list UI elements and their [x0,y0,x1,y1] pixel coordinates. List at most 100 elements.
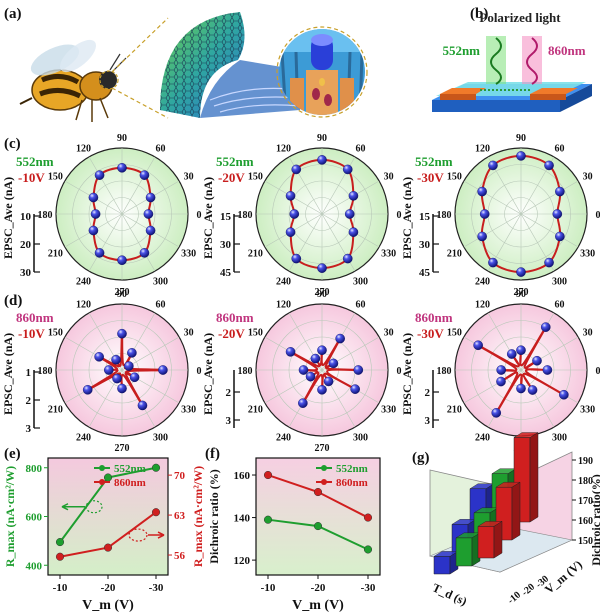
polar-angle-label: 90 [516,133,526,144]
polar-voltage-label: -30V [417,170,444,185]
polar-data-point [544,160,554,171]
polar-angle-label: 60 [156,299,166,310]
bar-front [455,537,473,567]
z-tick-label: 190 [578,456,593,467]
zoom-lines [111,17,169,119]
polar-data-point [117,328,127,339]
bar-top [477,521,503,527]
polar-data-point [540,322,551,332]
polar-plot-552nm-30V: 9060300330300270240210180150120153045EPS… [400,133,600,298]
polar-plot-552nm-10V: 9060300330300270240210180150120102030EPS… [1,133,202,298]
legend-label: 552nm [336,463,368,475]
polar-angle-label: 300 [552,433,567,444]
panel-b-label: (b) [470,6,488,22]
series-point [313,487,323,497]
polar-angle-label: 0 [397,210,402,221]
polar-data-point [353,365,364,375]
polar-data-point [145,225,156,236]
polar-angle-label: 240 [76,277,91,288]
polar-data-point [305,371,316,382]
polar-data-point [477,231,487,242]
polar-angle-label: 150 [48,328,63,339]
polar-data-point [291,164,302,175]
polar-scale-tick-label: 3 [26,423,32,435]
x-tick-label: -10 [53,582,68,594]
ommatidium-zoom-circle [276,26,368,118]
polar-data-point [117,383,127,394]
polar-angle-label: 150 [447,172,462,183]
polar-angle-label: 30 [384,172,394,183]
polar-data-point [104,365,114,375]
polar-angle-label: 120 [475,143,490,154]
x-tick-label: -30 [149,582,164,594]
bar-top [513,432,539,438]
polar-data-point [335,333,345,344]
polar-plot-552nm-20V: 9060300330300270240210180150120153045EPS… [201,133,402,298]
polar-scale-tick-label: 2 [226,387,232,399]
polar-scale-tick-label: 2 [26,395,32,407]
polar-data-point [139,248,150,258]
legend-marker [99,465,105,471]
polar-data-point [342,164,353,175]
polar-angle-label: 0 [197,210,202,221]
polar-ylabel: EPSC_Ave (nA) [1,333,15,415]
polar-spoke [64,180,180,248]
polar-angle-label: 180 [238,210,253,221]
polar-data-point [532,355,542,366]
polar-angle-label: 240 [276,433,291,444]
polar-wavelength-label: 552nm [16,154,54,169]
series-point [55,552,65,561]
polar-angle-label: 330 [181,405,196,416]
polar-data-point [516,151,526,161]
bar-side [511,481,521,541]
polar-angle-label: 120 [276,143,291,154]
polar-plot-860nm-10V: 9060300330300270240210180150120123EPSC_A… [1,289,202,454]
polar-scale-tick-label: 30 [220,239,232,251]
y-tick-label: 160 [234,470,251,482]
polar-angle-label: 240 [276,277,291,288]
polar-angle-label: 240 [475,433,490,444]
polar-ylabel: EPSC_Ave (nA) [1,177,15,259]
rmax-chart: -10 -20 -30 V_m (V) 400 600 800 56 63 70 R_max (nA… [3,457,205,613]
polar-angle-label: 30 [384,328,394,339]
polar-data-point [328,358,339,369]
polar-angle-label: 300 [353,433,368,444]
polar-ylabel: EPSC_Ave (nA) [400,333,414,415]
series-point [263,470,273,480]
polar-spoke [64,336,180,404]
polar-angle-label: 0 [596,210,600,221]
polar-data-point [344,209,355,219]
polar-angle-label: 330 [580,405,595,416]
polar-angle-label: 90 [317,289,327,300]
y1-tick-label: 800 [26,463,43,475]
dichroic-3d-bar-chart: 150 160 170 180 190 Dichroic ratio(%) T_d (s) V… [429,432,600,608]
bee-illustration [19,39,127,122]
polar-scale-tick-label: 15 [220,211,232,223]
y-axis-label: V_m (V) [542,557,585,596]
polar-data-point [143,209,154,219]
polar-angle-label: 240 [76,433,91,444]
y2-tick-label: 63 [174,510,186,522]
z-tick-label: 150 [578,536,593,547]
polar-angle-label: 120 [276,299,291,310]
polar-angle-label: 0 [197,366,202,377]
series-point [151,508,161,517]
series-point [103,473,113,482]
polar-data-point [90,209,101,219]
polar-scale-tick-label: 10 [20,211,32,223]
polar-data-point [127,348,137,358]
panel-d-label: (d) [4,293,22,309]
panel-g-label: (g) [412,450,430,466]
polar-data-point [285,347,296,357]
polar-wavelength-label: 860nm [216,310,254,325]
bar-side [493,520,503,559]
polar-angle-label: 60 [555,143,565,154]
y-tick-label: 140 [234,513,251,525]
polar-ylabel: EPSC_Ave (nA) [201,333,215,415]
polar-angle-label: 330 [381,405,396,416]
polar-angle-label: 60 [156,143,166,154]
polar-angle-label: 210 [48,405,63,416]
polar-data-point [285,191,296,201]
annotation-oval [85,500,103,514]
